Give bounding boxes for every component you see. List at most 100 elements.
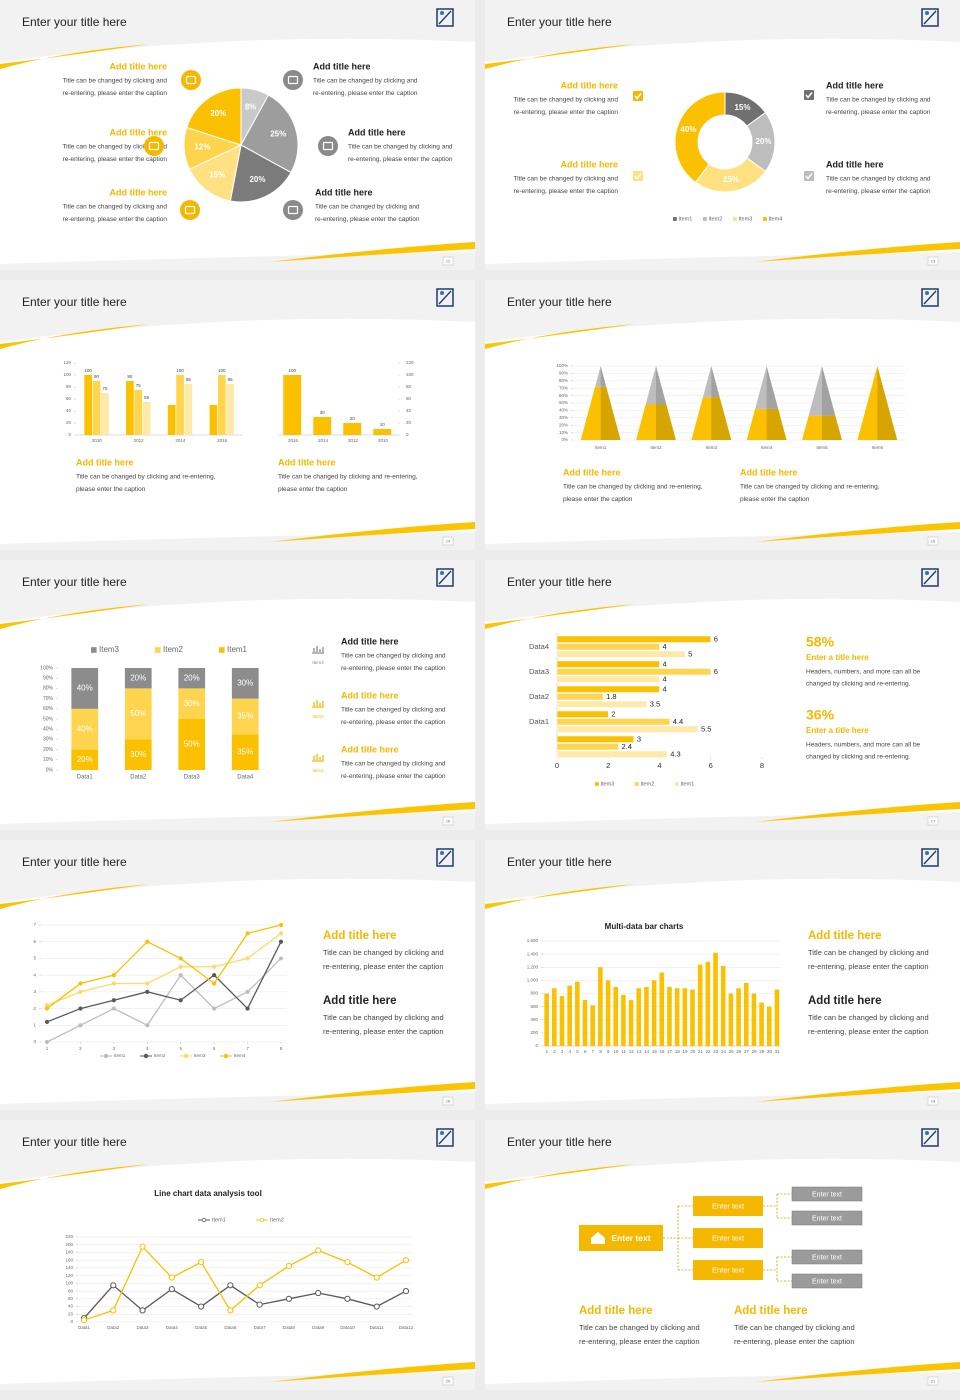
- bar: [176, 375, 184, 435]
- y-tick-label: 800: [530, 991, 538, 996]
- y-tick-label: 60: [406, 396, 412, 401]
- callout-heading: Add title here: [341, 744, 399, 754]
- page-number: 16: [446, 819, 451, 824]
- bar: [209, 405, 218, 435]
- logo: [440, 11, 444, 15]
- marker: [212, 1006, 217, 1011]
- marker: [111, 1006, 116, 1011]
- x-tick-label: Data11: [370, 1325, 385, 1330]
- y-tick-label: 1,400: [527, 951, 539, 956]
- bar: [713, 952, 718, 1046]
- pyramid-shade: [822, 366, 836, 416]
- data-label: 55: [144, 395, 150, 400]
- page-box: [927, 256, 939, 266]
- marker: [315, 1247, 322, 1254]
- pyramid-shade: [877, 366, 898, 440]
- legend-swatch: [143, 1053, 149, 1059]
- x-tick-label: Data6: [224, 1325, 237, 1330]
- node-box: [791, 1210, 863, 1226]
- bar: [667, 986, 672, 1046]
- y-tick-label: 20%: [559, 422, 568, 427]
- node-label: Enter text: [812, 1278, 842, 1285]
- bar: [567, 985, 572, 1046]
- legend-swatch: [635, 782, 639, 786]
- x-tick-label: Data7: [254, 1325, 267, 1330]
- bar: [84, 375, 93, 435]
- legend-label: Item1: [212, 1217, 226, 1223]
- x-tick-label: 7: [246, 1046, 249, 1051]
- logo: [440, 851, 444, 855]
- icon-label: Item2: [312, 714, 324, 719]
- y-tick-label: 100: [406, 372, 414, 377]
- pyramid-shade: [656, 404, 676, 440]
- marker: [373, 1303, 380, 1310]
- logo: [925, 851, 929, 855]
- callout-body: re-entering, please enter the caption: [808, 962, 929, 971]
- callout-body: Title can be changed by clicking and: [341, 653, 446, 660]
- y-tick-label: Data3: [529, 667, 549, 676]
- data-label: 35%: [237, 712, 253, 721]
- y-tick-label: 120: [65, 1273, 73, 1278]
- logo: [440, 571, 444, 575]
- data-label: 40%: [77, 724, 93, 733]
- bar: [644, 986, 649, 1046]
- legend-label: Item4: [234, 1053, 246, 1058]
- y-tick-label: 0: [406, 432, 409, 437]
- logo: [921, 568, 939, 587]
- slide: Enter your title here 12 Add title here Tit…: [0, 0, 475, 270]
- y-tick-label: 70%: [43, 696, 54, 702]
- logo: [921, 288, 939, 307]
- y-tick-label: 60%: [559, 393, 568, 398]
- data-label: 85: [228, 377, 234, 382]
- header-band: [0, 560, 475, 622]
- callout-heading: Add title here: [826, 80, 884, 90]
- node-label: Enter text: [712, 1233, 745, 1242]
- marker: [78, 989, 83, 994]
- callout-body: re-entering, please enter the caption: [826, 188, 931, 195]
- bar-segment: [124, 688, 152, 740]
- legend-swatch: [183, 1053, 189, 1059]
- y-tick-label: 180: [65, 1250, 73, 1255]
- callout-heading: Add title here: [76, 457, 134, 467]
- page-box: [442, 536, 454, 546]
- pyramid-segment: [636, 404, 676, 440]
- footer-band: [0, 252, 475, 270]
- x-tick-label: 28: [752, 1049, 758, 1054]
- bar: [556, 743, 619, 751]
- x-tick-label: 16: [659, 1049, 665, 1054]
- page-number: 14: [446, 539, 451, 544]
- y-tick-label: 80: [68, 1288, 74, 1293]
- bar-segment: [178, 688, 206, 719]
- slide: Enter your title here 16 Add title here Tit…: [0, 560, 475, 830]
- series-line: [46, 941, 282, 1023]
- y-tick-label: 5: [33, 956, 36, 961]
- x-tick-label: 2012: [134, 438, 145, 443]
- slice: [229, 144, 292, 203]
- x-tick-label: 15: [652, 1049, 658, 1054]
- callout-body: Title can be changed by clicking and: [341, 707, 446, 714]
- marker: [344, 1295, 351, 1302]
- header-band: [485, 280, 960, 342]
- data-label: 90: [94, 374, 100, 379]
- page-box: [442, 816, 454, 826]
- x-tick-label: 2014: [318, 438, 329, 443]
- x-tick-label: 5: [179, 1046, 182, 1051]
- marker: [212, 981, 217, 986]
- legend-swatch: [703, 217, 707, 221]
- x-tick-label: 21: [698, 1049, 704, 1054]
- data-label: 3.5: [650, 700, 660, 709]
- legend-label: Item1: [227, 645, 248, 654]
- y-tick-label: 80%: [43, 686, 54, 692]
- footer-band: [485, 812, 960, 830]
- callout-body: re-entering, please enter the caption: [826, 109, 931, 116]
- home-icon: [591, 1232, 605, 1244]
- x-tick-label: 13: [636, 1049, 642, 1054]
- pyramid-shade: [766, 408, 787, 440]
- data-label: 4: [663, 685, 667, 694]
- pyramid-segment: [645, 366, 667, 405]
- icon: [185, 75, 197, 85]
- slice: [674, 91, 726, 184]
- page-number: 20: [446, 1379, 451, 1384]
- data-label: 4: [663, 642, 667, 651]
- callout-heading: Add title here: [560, 80, 618, 90]
